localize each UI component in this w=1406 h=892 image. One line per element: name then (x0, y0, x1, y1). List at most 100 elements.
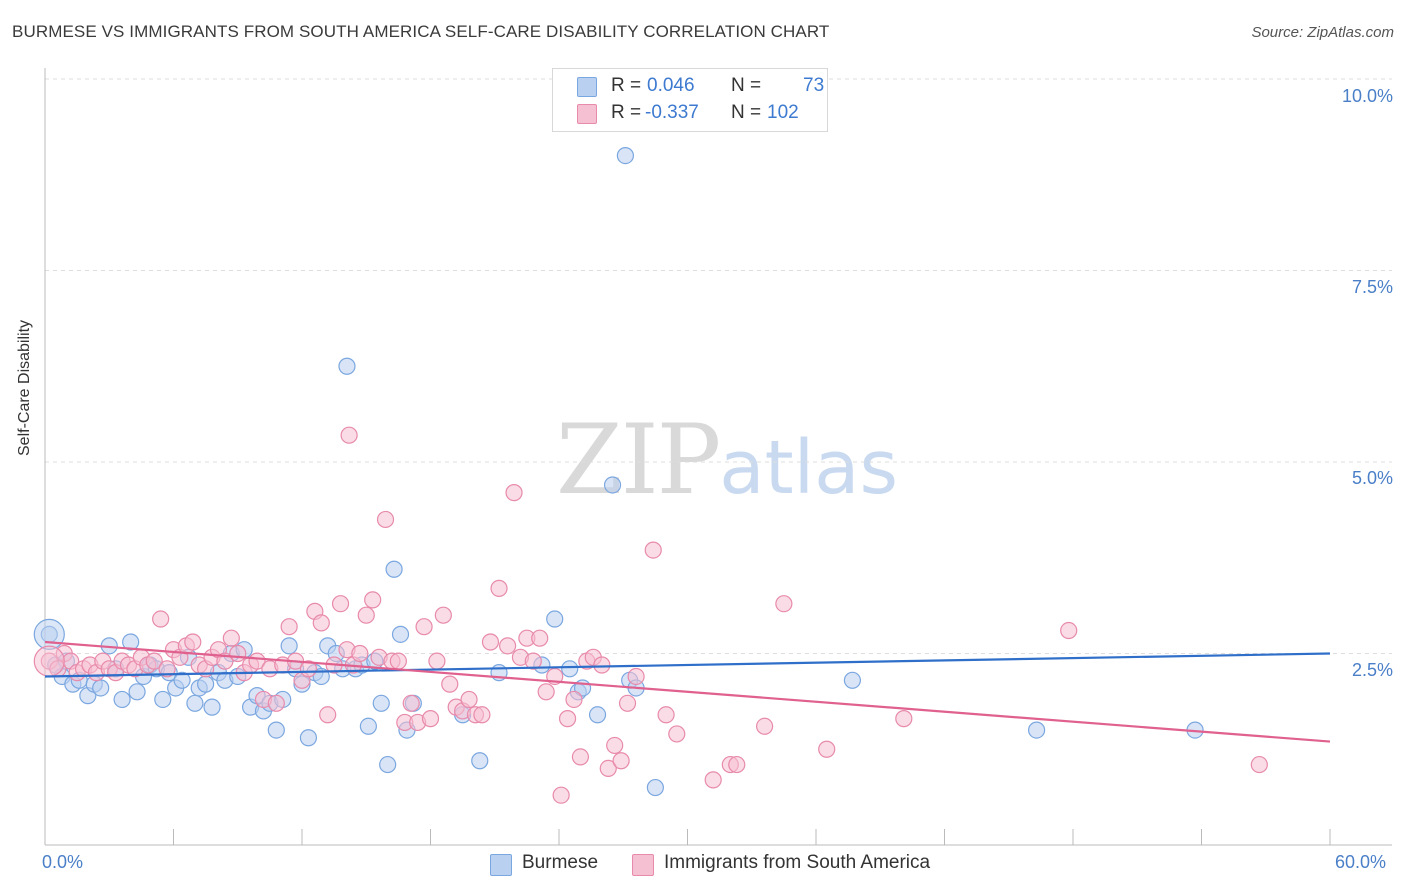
burmese-point (338, 357, 356, 375)
south-america-point (571, 748, 590, 766)
south-america-point (351, 644, 369, 663)
south-america-point (376, 510, 395, 529)
stats-legend: R = 0.046 N = 73 R = -0.337 N = 102 (552, 68, 828, 132)
burmese-point (616, 147, 634, 165)
n-value: 73 (803, 75, 825, 96)
burmese-point (186, 694, 204, 712)
south-america-point (644, 541, 662, 559)
south-america-point (460, 690, 478, 709)
south-america-point (331, 595, 350, 613)
south-america-point (895, 710, 913, 728)
y-tick-label: 7.5% (1351, 277, 1393, 297)
burmese-point (359, 717, 377, 735)
south-america-point (145, 652, 163, 670)
south-america-point-large (33, 645, 65, 677)
n-label: N = (731, 102, 762, 123)
y-tick-label: 5.0% (1351, 468, 1393, 488)
burmese-point (1027, 721, 1046, 739)
south-america-point (473, 706, 491, 724)
south-america-trend-line (44, 640, 1331, 743)
south-america-point (606, 736, 624, 755)
legend-swatch-pink (577, 104, 597, 124)
south-america-point (618, 694, 637, 712)
south-america-point (537, 683, 555, 701)
south-america-point (402, 694, 420, 712)
south-america-point (158, 660, 176, 678)
south-america-point (428, 652, 446, 670)
burmese-point (267, 721, 285, 739)
south-america-point (755, 717, 774, 735)
source-label: Source: ZipAtlas.com (1251, 24, 1394, 41)
south-america-point (152, 610, 170, 628)
legend-label: Immigrants from South America (664, 852, 931, 873)
r-label: R = (611, 75, 642, 96)
burmese-point (280, 637, 298, 655)
x-tick-label: 0.0% (42, 852, 84, 872)
burmese-point (113, 690, 131, 709)
burmese-point (843, 671, 862, 689)
r-label: R = (611, 102, 642, 123)
legend-swatch-pink (632, 854, 654, 876)
south-america-point (704, 771, 722, 789)
x-tick-label: 60.0% (1335, 852, 1387, 872)
watermark-atlas: atlas (719, 425, 899, 511)
burmese-point (372, 694, 390, 712)
south-america-point (312, 614, 330, 632)
burmese-point (646, 778, 664, 797)
south-america-point (184, 633, 202, 651)
burmese-point (128, 683, 146, 701)
y-tick-label: 2.5% (1351, 660, 1393, 680)
burmese-trend-line (44, 652, 1331, 678)
burmese-point (546, 610, 564, 628)
legend-swatch-blue (490, 854, 512, 876)
burmese-point (173, 671, 191, 689)
burmese-point (197, 675, 215, 693)
r-value: -0.337 (645, 102, 699, 123)
burmese-point (385, 560, 403, 578)
south-america-point (552, 786, 570, 804)
chart-title: BURMESE VS IMMIGRANTS FROM SOUTH AMERICA… (12, 22, 830, 41)
burmese-point (122, 633, 140, 651)
burmese-point (379, 755, 397, 774)
south-america-point (531, 629, 549, 647)
watermark: ZIPatlas (556, 404, 898, 516)
south-america-point (1250, 755, 1268, 774)
south-america-point (389, 652, 407, 670)
burmese-point (203, 698, 221, 716)
south-america-point (441, 675, 459, 693)
south-america-point (499, 637, 517, 655)
south-america-point (280, 618, 298, 636)
south-america-point (775, 595, 793, 613)
burmese-point (391, 625, 410, 643)
south-america-point (627, 667, 645, 686)
legend-swatch-blue (577, 77, 597, 97)
south-america-point (818, 740, 836, 758)
burmese-point-large (33, 618, 65, 650)
south-america-point (490, 579, 508, 597)
south-america-point (612, 752, 630, 770)
south-america-point (593, 656, 611, 674)
south-america-point (668, 725, 686, 743)
south-america-point (565, 690, 583, 709)
south-america-point (319, 706, 337, 724)
south-america-point (524, 652, 542, 670)
south-america-point (267, 694, 285, 712)
burmese-point (299, 729, 318, 747)
south-america-point (222, 629, 240, 647)
south-america-point (340, 426, 358, 444)
south-america-point (728, 755, 746, 774)
burmese-point (561, 660, 579, 678)
burmese-point (471, 752, 489, 770)
y-tick-label: 10.0% (1341, 86, 1393, 106)
n-value: 102 (767, 102, 799, 123)
r-value: 0.046 (647, 75, 695, 96)
n-label: N = (731, 75, 762, 96)
south-america-point (229, 644, 247, 663)
burmese-point (588, 706, 607, 724)
south-america-point (657, 706, 675, 724)
south-america-point (558, 710, 577, 728)
south-america-point (599, 759, 617, 778)
south-america-point (481, 633, 500, 651)
burmese-point (92, 679, 110, 697)
